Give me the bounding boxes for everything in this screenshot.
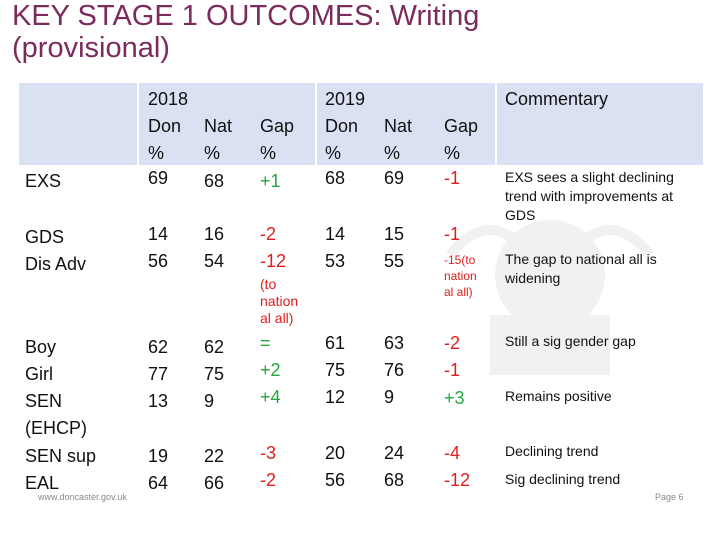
gds-don-2018: 14 56 xyxy=(148,224,169,271)
row-label-sen-sup-eal: SEN sup EAL xyxy=(25,446,97,493)
boy-gap-2019: -2 xyxy=(444,333,461,353)
sen-gap-2019: +3 xyxy=(444,388,465,408)
exs-nat-2019: 69 xyxy=(384,168,405,188)
boy-nat-2019: 63 76 9 xyxy=(384,333,405,407)
gds-gap-2018-note: (to nation al all) xyxy=(260,276,299,326)
header-2018-cell xyxy=(139,83,315,165)
gds-nat-2018: 16 54 xyxy=(204,224,225,271)
header-nat-2019: Nat % xyxy=(384,116,413,163)
boy-nat-2018: 62 75 9 xyxy=(204,337,225,411)
gds-nat-2019: 15 55 xyxy=(384,224,405,271)
header-don-2018: Don % xyxy=(148,116,182,163)
sen-gap-2018: -3 -2 xyxy=(260,443,277,490)
sen-don-2018: 19 64 xyxy=(148,446,169,493)
eal-commentary: Sig declining trend xyxy=(505,471,621,487)
header-commentary-cell xyxy=(497,83,703,165)
gender-commentary: Still a sig gender gap xyxy=(505,333,636,349)
footer-url: www.doncaster.gov.uk xyxy=(38,492,127,502)
boy-don-2018: 62 77 13 xyxy=(148,337,169,411)
exs-nat-2018: 68 xyxy=(204,171,225,191)
header-commentary: Commentary xyxy=(505,89,609,109)
footer-page-number: Page 6 xyxy=(655,492,684,502)
exs-don-2018: 69 xyxy=(148,168,169,188)
gds-don-2019: 14 53 xyxy=(325,224,346,271)
sen-nat-2018: 22 66 xyxy=(204,446,225,493)
boy-don-2019: 61 75 12 xyxy=(325,333,346,407)
exs-gap-2018: +1 xyxy=(260,171,281,191)
row-label-gds: GDS Dis Adv xyxy=(25,227,87,274)
girl-sen-gap-2018: +2 +4 xyxy=(260,360,281,407)
gds-gap-2019-note: -15(to nation al all) xyxy=(444,253,477,299)
row-label-boy-girl-sen: Boy Girl SEN (EHCP) xyxy=(25,337,87,438)
exs-don-2019: 68 xyxy=(325,168,346,188)
header-2019: 2019 xyxy=(325,89,366,109)
page-title: KEY STAGE 1 OUTCOMES: Writing (provision… xyxy=(12,0,480,64)
sen-don-2019: 20 56 xyxy=(325,443,346,490)
header-2018: 2018 xyxy=(148,89,189,109)
sen-nat-2019: 24 68 xyxy=(384,443,405,490)
gds-gap-2019: -1 xyxy=(444,224,461,244)
crest-watermark-icon xyxy=(446,220,654,375)
boy-gap-2018-equal: = xyxy=(260,333,271,353)
sen-sup-commentary: Declining trend xyxy=(505,443,599,459)
sen-ehcp-commentary: Remains positive xyxy=(505,388,612,404)
exs-commentary: EXS sees a slight declining trend with i… xyxy=(505,169,674,223)
header-gap-2018: Gap % xyxy=(260,116,295,163)
row-label-exs: EXS xyxy=(25,171,62,191)
gds-gap-2018: -2 -12 xyxy=(260,224,287,271)
header-label-cell xyxy=(19,83,137,165)
exs-gap-2019: -1 xyxy=(444,168,461,188)
header-don-2019: Don % xyxy=(325,116,359,163)
header-gap-2019: Gap % xyxy=(444,116,479,163)
header-nat-2018: Nat % xyxy=(204,116,233,163)
girl-gap-2019: -1 xyxy=(444,360,461,380)
sen-gap-2019: -4 -12 xyxy=(444,443,471,490)
gds-commentary: The gap to national all is widening xyxy=(505,251,657,286)
header-2019-cell xyxy=(317,83,495,165)
